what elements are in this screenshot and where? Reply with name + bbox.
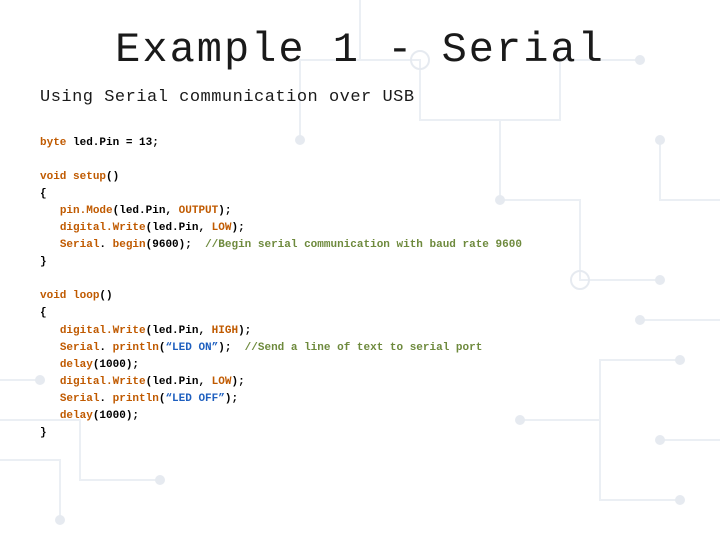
code-token: ); — [238, 325, 251, 337]
code-token — [40, 376, 60, 388]
slide-title: Example 1 - Serial — [40, 26, 680, 74]
code-block: byte led.Pin = 13; void setup() { pin.Mo… — [40, 135, 680, 442]
code-token: . — [99, 393, 112, 405]
code-token: () — [106, 171, 119, 183]
code-token: (led.Pin, — [146, 325, 212, 337]
code-token: Serial — [60, 342, 100, 354]
code-token — [40, 325, 60, 337]
code-token — [40, 342, 60, 354]
code-token: { — [40, 307, 47, 319]
code-token: (led.Pin, — [146, 376, 212, 388]
code-token: (led.Pin, — [113, 205, 179, 217]
code-token: { — [40, 188, 47, 200]
code-comment: //Send a line of text to serial port — [245, 342, 483, 354]
slide-subtitle: Using Serial communication over USB — [40, 88, 680, 107]
code-string: “LED ON” — [165, 342, 218, 354]
code-token: setup — [73, 171, 106, 183]
code-token: HIGH — [212, 325, 238, 337]
code-token: delay — [60, 359, 93, 371]
code-token: ); — [231, 222, 244, 234]
code-token: println — [113, 393, 159, 405]
code-token: pin.Mode — [60, 205, 113, 217]
code-token: begin — [113, 239, 146, 251]
code-token: led.Pin = 13; — [66, 137, 158, 149]
code-token — [40, 239, 60, 251]
code-token: (led.Pin, — [146, 222, 212, 234]
slide-content: Example 1 - Serial Using Serial communic… — [0, 0, 720, 442]
code-token: (1000); — [93, 410, 139, 422]
code-token: . — [99, 239, 112, 251]
code-token: void — [40, 290, 66, 302]
code-token: loop — [73, 290, 99, 302]
code-token: Serial — [60, 239, 100, 251]
code-token — [40, 410, 60, 422]
code-token: Serial — [60, 393, 100, 405]
code-token — [40, 222, 60, 234]
code-token: delay — [60, 410, 93, 422]
code-token: } — [40, 427, 47, 439]
code-token: (1000); — [93, 359, 139, 371]
code-token: ); — [218, 205, 231, 217]
code-token: LOW — [212, 222, 232, 234]
code-token: void — [40, 171, 66, 183]
code-token: byte — [40, 137, 66, 149]
code-token: } — [40, 256, 47, 268]
code-token — [40, 393, 60, 405]
code-comment: //Begin serial communication with baud r… — [205, 239, 522, 251]
code-token: . — [99, 342, 112, 354]
code-token: digital.Write — [60, 325, 146, 337]
code-string: “LED OFF” — [165, 393, 224, 405]
code-token — [40, 205, 60, 217]
code-token: ); — [231, 376, 244, 388]
code-token: (9600); — [146, 239, 205, 251]
code-token: OUTPUT — [179, 205, 219, 217]
code-token: digital.Write — [60, 376, 146, 388]
code-token: digital.Write — [60, 222, 146, 234]
code-token: LOW — [212, 376, 232, 388]
code-token: () — [99, 290, 112, 302]
code-token: println — [113, 342, 159, 354]
code-token: ); — [225, 393, 238, 405]
code-token — [40, 359, 60, 371]
code-token: ); — [218, 342, 244, 354]
